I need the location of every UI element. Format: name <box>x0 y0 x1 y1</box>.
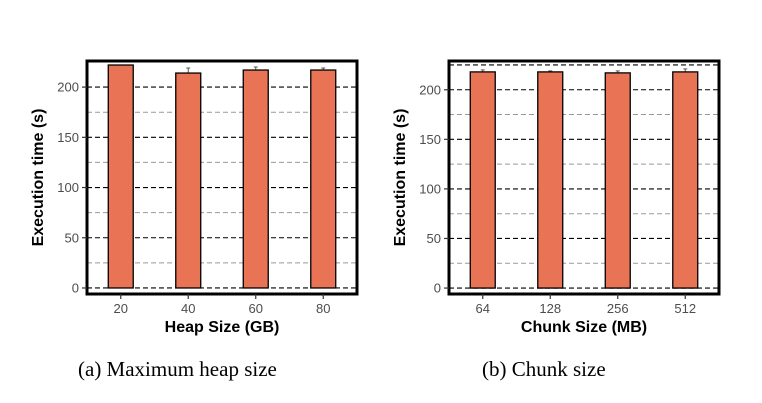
y-tick-label: 100 <box>419 181 441 196</box>
plot-frame <box>85 59 359 296</box>
y-tick-label: 0 <box>434 281 441 296</box>
bar-40 <box>175 72 202 289</box>
y-tick-label: 50 <box>65 230 79 245</box>
bar-256 <box>604 72 631 289</box>
y-axis-label: Execution time (s) <box>30 109 47 247</box>
x-tick-label: 80 <box>316 301 330 316</box>
chart-heap-size: 0 50 100 150 200 20 40 60 80 Heap Size (GB) Execut… <box>30 59 359 336</box>
y-tick-label: 0 <box>72 280 79 295</box>
bar-512 <box>672 71 699 289</box>
x-axis-label: Chunk Size (MB) <box>521 319 647 336</box>
y-tick-label: 200 <box>57 80 79 95</box>
caption-chunk-size: (b) Chunk size <box>482 357 606 381</box>
y-tick-label: 50 <box>427 231 441 246</box>
bar-80 <box>310 69 337 289</box>
x-tick-label: 40 <box>181 301 195 316</box>
y-axis-label: Execution time (s) <box>392 109 409 247</box>
x-tick-label: 64 <box>476 301 490 316</box>
bar-128 <box>537 71 564 289</box>
caption-heap-size: (a) Maximum heap size <box>78 357 277 381</box>
chart-chunk-size: 0 50 100 150 200 64 128 256 512 Chunk Size (MB) Ex… <box>392 59 721 336</box>
bar-20 <box>107 64 134 289</box>
y-tick-label: 200 <box>419 82 441 97</box>
bar-64 <box>469 71 496 289</box>
x-tick-label: 128 <box>539 301 561 316</box>
x-tick-label: 512 <box>674 301 696 316</box>
bar-60 <box>242 69 269 289</box>
x-axis-label: Heap Size (GB) <box>165 319 280 336</box>
y-tick-label: 100 <box>57 180 79 195</box>
x-tick-label: 20 <box>114 301 128 316</box>
y-tick-label: 150 <box>419 132 441 147</box>
plot-frame <box>447 59 721 296</box>
x-tick-label: 60 <box>249 301 263 316</box>
x-tick-label: 256 <box>607 301 629 316</box>
y-tick-label: 150 <box>57 130 79 145</box>
